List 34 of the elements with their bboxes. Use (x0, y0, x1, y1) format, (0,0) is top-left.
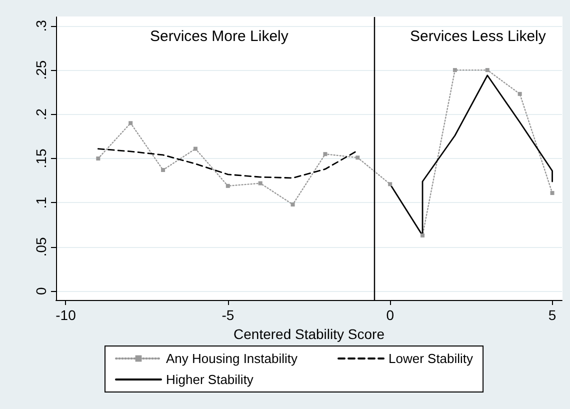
point (323, 152, 328, 156)
point (356, 156, 360, 160)
y-tick-label: .2 (33, 108, 49, 120)
point (518, 92, 522, 96)
legend-label: Higher Stability (166, 372, 254, 387)
y-tick-label: .15 (33, 148, 49, 168)
point (193, 146, 198, 151)
y-tick-label: .05 (33, 236, 49, 257)
point (128, 121, 133, 126)
point (485, 68, 490, 72)
point (290, 202, 295, 206)
point (258, 181, 262, 186)
point (420, 233, 425, 238)
point (452, 68, 457, 72)
point (388, 182, 392, 186)
point (550, 190, 554, 195)
line-series (389, 74, 553, 236)
y-tick-label: .1 (33, 196, 49, 209)
line-series (97, 148, 358, 179)
y-tick-label: .3 (33, 20, 49, 32)
legend-label: Lower Stability (388, 351, 474, 366)
x-tick-label: -5 (222, 307, 234, 323)
x-tick-label: 5 (548, 307, 556, 323)
legend-label: Any Housing Instability (166, 351, 298, 366)
annotation: Services More Likely (150, 28, 289, 45)
y-tick-label: .25 (33, 60, 49, 80)
y-tick-label: 0 (33, 287, 49, 296)
point (161, 168, 166, 172)
x-tick-label: -10 (56, 307, 76, 323)
point (226, 184, 230, 188)
annotation: Services Less Likely (410, 28, 546, 45)
x-tick-label: 0 (386, 307, 394, 323)
point (96, 156, 100, 160)
x-axis-title: Centered Stability Score (234, 326, 385, 342)
